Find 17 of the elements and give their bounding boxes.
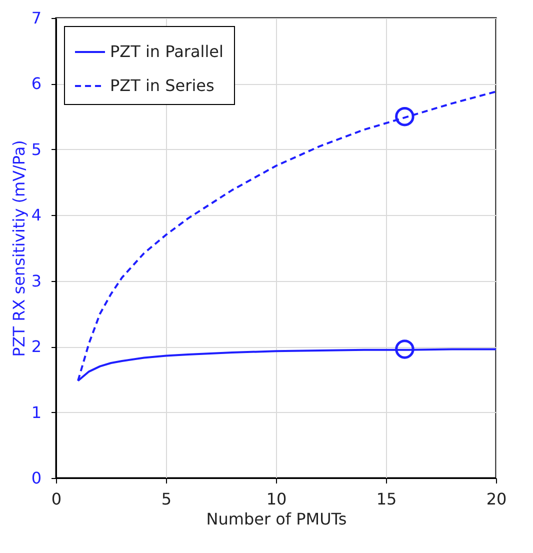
x-tick-label: 0 xyxy=(51,490,62,508)
y-tick-label: 7 xyxy=(31,8,42,28)
y-tick-label: 0 xyxy=(31,468,42,488)
x-axis-title: Number of PMUTs xyxy=(206,510,347,528)
y-tick-label: 2 xyxy=(31,337,42,356)
y-axis-title: PZT RX sensitivitiy (mV/Pa) xyxy=(9,140,28,357)
x-tick-label: 5 xyxy=(161,490,172,508)
x-tick-label: 15 xyxy=(376,490,397,508)
y-tick-label: 4 xyxy=(31,206,42,225)
legend-label: PZT in Parallel xyxy=(110,42,224,61)
y-tick-label: 1 xyxy=(31,402,42,422)
x-tick-label: 20 xyxy=(486,490,507,508)
y-tick-label: 5 xyxy=(31,140,42,159)
x-tick-label: 10 xyxy=(266,490,287,508)
legend-label: PZT in Series xyxy=(110,76,214,95)
y-tick-label: 6 xyxy=(31,74,42,94)
y-tick-label: 3 xyxy=(31,271,42,290)
